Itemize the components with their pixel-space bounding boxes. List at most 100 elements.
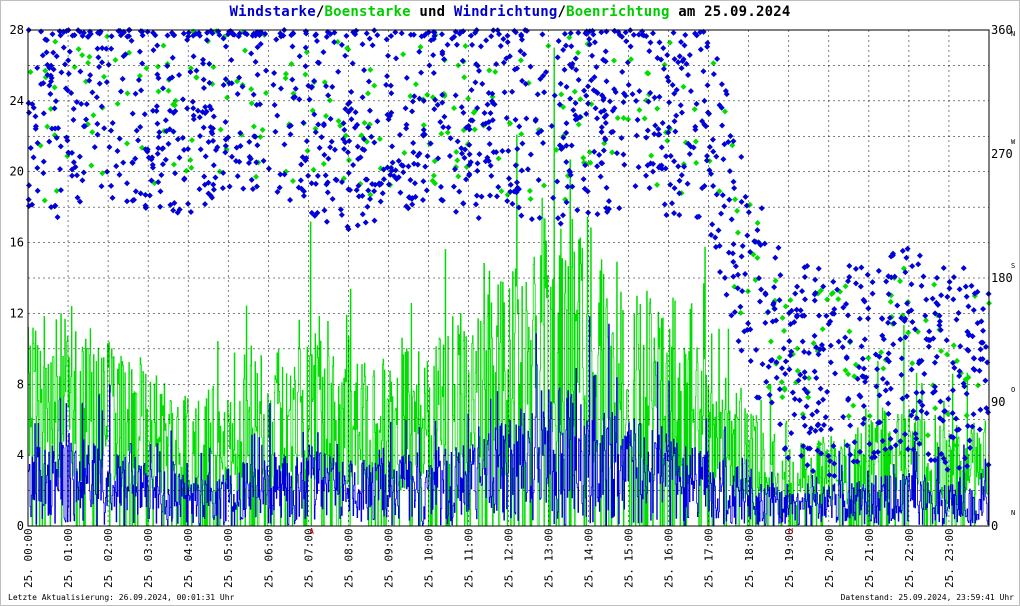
wind-direction-point (155, 179, 162, 186)
wind-direction-point (146, 192, 153, 199)
wind-direction-point (647, 89, 654, 96)
wind-direction-point (312, 129, 319, 136)
wind-direction-point (53, 53, 60, 60)
wind-direction-point (815, 351, 822, 358)
wind-direction-point (676, 177, 683, 184)
gust-direction-point (486, 67, 493, 74)
wind-direction-point (193, 67, 200, 74)
wind-direction-point (820, 396, 827, 403)
wind-direction-point (365, 78, 372, 85)
wind-direction-point (616, 205, 623, 212)
wind-direction-point (190, 116, 197, 123)
wind-direction-point (980, 327, 987, 334)
wind-direction-point (575, 76, 582, 83)
wind-direction-point (408, 195, 415, 202)
wind-direction-point (827, 342, 834, 349)
wind-direction-point (308, 84, 315, 91)
wind-direction-point (800, 414, 807, 421)
gust-direction-point (817, 287, 824, 294)
wind-direction-point (80, 169, 87, 176)
gust-direction-point (897, 278, 904, 285)
wind-direction-point (665, 124, 672, 131)
wind-direction-point (776, 297, 783, 304)
gust-direction-point (830, 289, 837, 296)
wind-direction-point (420, 126, 427, 133)
wind-direction-point (80, 123, 87, 130)
wind-direction-point (601, 114, 608, 121)
wind-direction-point (225, 31, 232, 38)
wind-direction-point (403, 121, 410, 128)
wind-direction-point (515, 204, 522, 211)
wind-direction-point (166, 75, 173, 82)
gust-direction-point (962, 376, 969, 383)
wind-direction-point (200, 76, 207, 83)
wind-direction-point (844, 312, 851, 319)
wind-direction-point (299, 154, 306, 161)
wind-direction-point (937, 398, 944, 405)
gust-direction-point (922, 317, 929, 324)
wind-direction-point (87, 72, 94, 79)
wind-direction-point (170, 207, 177, 214)
wind-direction-point (904, 446, 911, 453)
wind-direction-point (212, 147, 219, 154)
wind-direction-point (965, 303, 972, 310)
wind-direction-point (678, 65, 685, 72)
wind-direction-point (555, 215, 562, 222)
wind-direction-point (489, 98, 496, 105)
gust-direction-point (609, 149, 616, 156)
wind-direction-point (964, 328, 971, 335)
wind-direction-point (923, 410, 930, 417)
wind-direction-point (160, 85, 167, 92)
wind-direction-point (622, 92, 629, 99)
wind-direction-point (536, 214, 543, 221)
wind-direction-point (341, 146, 348, 153)
gust-direction-point (42, 67, 49, 74)
wind-direction-point (577, 113, 584, 120)
gust-direction-point (732, 196, 739, 203)
compass-label: N (1011, 509, 1015, 517)
wind-direction-point (176, 154, 183, 161)
wind-direction-point (898, 355, 905, 362)
wind-direction-point (517, 48, 524, 55)
wind-direction-point (281, 141, 288, 148)
wind-direction-point (439, 91, 446, 98)
gust-direction-point (400, 51, 407, 58)
wind-direction-point (385, 52, 392, 59)
gust-direction-point (782, 303, 789, 310)
gust-direction-point (691, 106, 698, 113)
wind-direction-point (145, 154, 152, 161)
wind-direction-point (801, 348, 808, 355)
wind-direction-point (755, 394, 762, 401)
wind-direction-point (117, 27, 124, 34)
wind-direction-point (522, 80, 529, 87)
wind-direction-point (541, 89, 548, 96)
gust-direction-point (171, 102, 178, 109)
wind-direction-point (78, 100, 85, 107)
wind-direction-point (300, 119, 307, 126)
wind-direction-point (511, 188, 518, 195)
wind-direction-point (710, 182, 717, 189)
wind-direction-point (585, 83, 592, 90)
wind-direction-point (598, 29, 605, 36)
wind-direction-point (474, 62, 481, 69)
wind-direction-point (171, 200, 178, 207)
wind-direction-point (355, 156, 362, 163)
wind-direction-point (170, 128, 177, 135)
gust-direction-point (845, 371, 852, 378)
wind-direction-point (466, 172, 473, 179)
x-tick-label: 25. 10:00 (422, 528, 435, 588)
wind-direction-point (324, 189, 331, 196)
title-part: und (410, 4, 454, 20)
wind-direction-point (478, 193, 485, 200)
wind-direction-point (805, 350, 812, 357)
gust-direction-point (627, 56, 634, 63)
wind-direction-point (226, 80, 233, 87)
wind-direction-point (745, 320, 752, 327)
wind-direction-point (452, 92, 459, 99)
wind-direction-point (899, 395, 906, 402)
gust-direction-point (170, 161, 177, 168)
wind-direction-point (804, 462, 811, 469)
wind-direction-point (325, 92, 332, 99)
wind-direction-point (933, 274, 940, 281)
wind-direction-point (945, 396, 952, 403)
